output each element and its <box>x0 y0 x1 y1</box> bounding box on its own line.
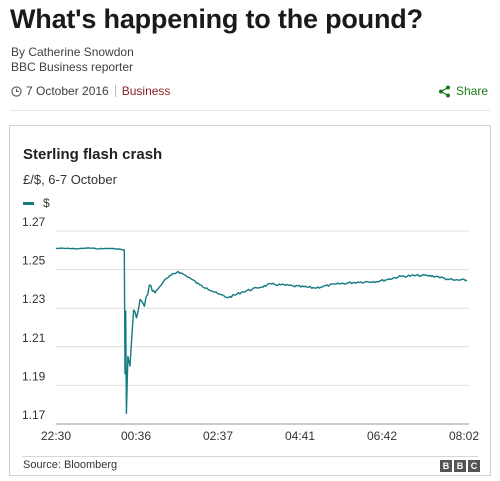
meta-divider <box>114 85 116 97</box>
section-link[interactable]: Business <box>121 84 171 98</box>
share-icon <box>438 85 450 97</box>
chart-legend: $ <box>23 196 50 210</box>
x-tick-label: 02:37 <box>203 429 233 443</box>
chart-panel: Sterling flash crash £/$, 6-7 October $ … <box>9 125 491 476</box>
y-tick-label: 1.25 <box>22 254 46 268</box>
bbc-logo-block: B <box>440 460 452 472</box>
bbc-logo-block: C <box>468 460 480 472</box>
share-label: Share <box>455 84 488 98</box>
legend-swatch <box>23 201 34 205</box>
y-tick-label: 1.23 <box>22 292 46 306</box>
y-tick-label: 1.21 <box>22 331 46 345</box>
headline: What's happening to the pound? <box>10 4 423 34</box>
line-chart: 1.27 1.25 1.23 1.21 1.19 1.17 22:30 00:36 02:37 0… <box>22 215 479 443</box>
clock-icon <box>11 85 22 97</box>
x-tick-label: 08:02 <box>449 429 479 443</box>
y-tick-label: 1.19 <box>22 369 46 383</box>
author-role: BBC Business reporter <box>11 59 134 74</box>
x-tick-label: 04:41 <box>285 429 315 443</box>
x-tick-label: 06:42 <box>367 429 397 443</box>
y-tick-label: 1.27 <box>22 215 46 229</box>
share-button[interactable]: Share <box>438 84 488 98</box>
x-tick-label: 22:30 <box>41 429 71 443</box>
chart-subtitle: £/$, 6-7 October <box>23 172 117 187</box>
x-tick-label: 00:36 <box>121 429 151 443</box>
bbc-logo-block: B <box>454 460 466 472</box>
chart-title: Sterling flash crash <box>23 146 163 163</box>
article-meta: 7 October 2016 Business <box>11 84 170 98</box>
header-divider <box>10 110 490 111</box>
source-divider <box>22 456 478 457</box>
series-line <box>56 247 468 415</box>
y-tick-label: 1.17 <box>22 408 46 422</box>
chart-source: Source: Bloomberg <box>23 459 118 471</box>
author-name[interactable]: By Catherine Snowdon <box>11 45 134 59</box>
byline: By Catherine Snowdon BBC Business report… <box>11 45 134 74</box>
legend-label: $ <box>43 196 50 210</box>
publish-date: 7 October 2016 <box>26 84 109 98</box>
